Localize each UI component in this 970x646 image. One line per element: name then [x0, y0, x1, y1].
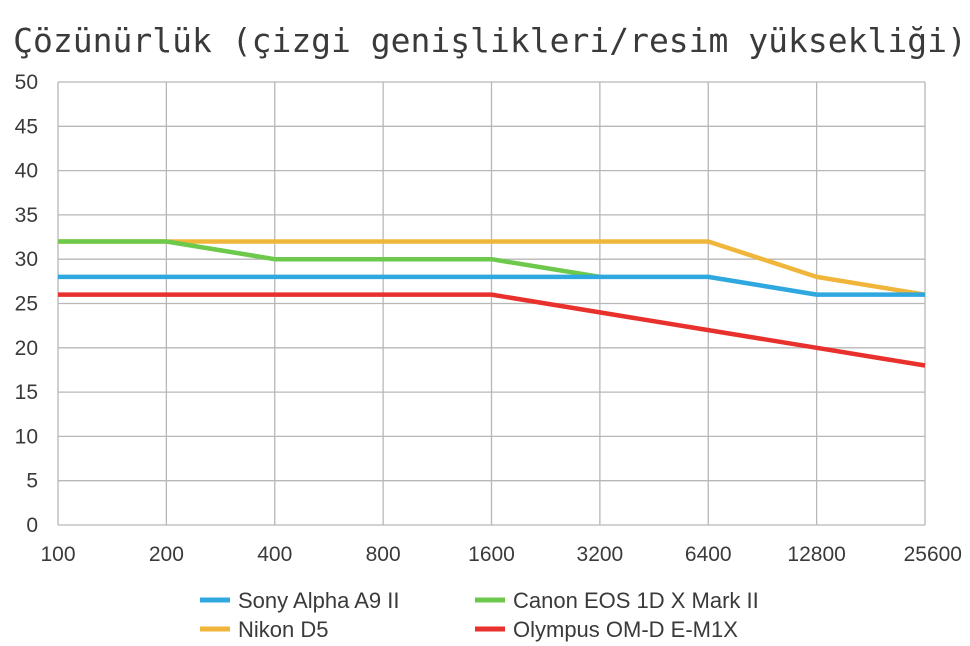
- y-tick-label: 0: [26, 514, 38, 537]
- grid: [57, 81, 926, 526]
- y-tick-label: 30: [15, 248, 38, 271]
- y-tick-label: 50: [15, 71, 38, 94]
- y-axis-ticks: 0 5 10 15 20 25 30 35 40 45 50: [15, 71, 38, 537]
- y-tick-label: 5: [26, 470, 38, 493]
- series-lines: [58, 239, 926, 368]
- y-tick-label: 35: [15, 204, 38, 227]
- y-tick-label: 15: [15, 381, 38, 404]
- x-tick-label: 12800: [787, 543, 845, 566]
- x-tick-label: 100: [40, 543, 75, 566]
- y-tick-label: 20: [15, 337, 38, 360]
- x-tick-label: 800: [366, 543, 401, 566]
- series-line-olympus-om-d-e-m1x: [58, 292, 926, 368]
- y-tick-label: 10: [15, 425, 38, 448]
- y-tick-label: 45: [15, 115, 38, 138]
- x-tick-label: 1600: [468, 543, 515, 566]
- legend-label: Olympus OM-D E-M1X: [513, 617, 738, 642]
- x-axis-ticks: 100 200 400 800 1600 3200 6400 12800 25600: [40, 543, 962, 566]
- x-tick-label: 200: [149, 543, 184, 566]
- series-line-nikon-d5: [58, 239, 926, 297]
- legend-label: Nikon D5: [238, 617, 328, 642]
- x-tick-label: 6400: [685, 543, 732, 566]
- y-tick-label: 25: [15, 293, 38, 316]
- series-line-sony-alpha-a9-ii: [58, 274, 925, 297]
- x-tick-label: 25600: [904, 543, 962, 566]
- legend: Sony Alpha A9 II Canon EOS 1D X Mark II Ni…: [200, 588, 759, 642]
- series-line-canon-eos-1d-x-mark-ii: [58, 239, 601, 280]
- x-tick-label: 400: [257, 543, 292, 566]
- chart-title: Çözünürlük (çizgi genişlikleri/resim yük…: [13, 21, 967, 60]
- x-tick-label: 3200: [577, 543, 624, 566]
- y-tick-label: 40: [15, 160, 38, 183]
- legend-label: Sony Alpha A9 II: [238, 588, 399, 613]
- legend-label: Canon EOS 1D X Mark II: [513, 588, 759, 613]
